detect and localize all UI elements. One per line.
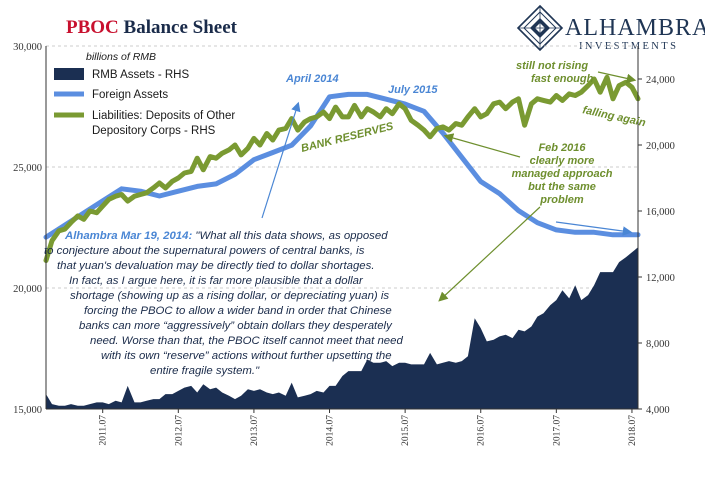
arrow-feb-2016-lower [438, 206, 541, 302]
arrow-feb-2016-upper [443, 133, 521, 158]
arrow-april-2014 [261, 101, 301, 219]
quote-line: entire fragile system." [150, 365, 260, 377]
arrow-not-rising [597, 71, 637, 84]
x-tick-label: 2017.07 [552, 415, 562, 446]
brand-logo: ALHAMBRA INVESTMENTS [516, 4, 705, 52]
legend: billions of RMB RMB Assets - RHS Foreign… [54, 51, 235, 137]
brand-sub: INVESTMENTS [579, 41, 678, 52]
y-left-tick-label: 30,000 [13, 42, 42, 53]
y-right-tick-label: 4,000 [646, 405, 670, 416]
x-tick-label: 2014.07 [326, 415, 336, 446]
quote-line: to conjecture about the supernatural pow… [44, 245, 365, 257]
series-area-rmb-assets [46, 247, 638, 409]
legend-label-foreign-assets: Foreign Assets [92, 89, 168, 101]
y-right-tick-label: 24,000 [646, 75, 675, 86]
annotation-falling-again: falling again [581, 104, 647, 129]
quote-line: that yuan's devaluation may be directly … [57, 260, 375, 272]
x-tick-label: 2018.07 [628, 415, 638, 446]
legend-label-deposits-line2: Depository Corps - RHS [92, 125, 216, 137]
annotation-feb2016-line: problem [539, 194, 584, 206]
quote-line: shortage (showing up as a rising dollar,… [70, 290, 389, 302]
annotation-april-2014: April 2014 [285, 73, 339, 85]
arrow-foreign-assets-end [555, 221, 633, 236]
quote-block: Alhambra Mar 19, 2014: "What all this da… [44, 230, 403, 377]
annotation-feb2016-line: but the same [528, 181, 596, 193]
quote-line: In fact, as I argue here, it is far more… [69, 275, 364, 287]
legend-label-deposits-line1: Liabilities: Deposits of Other [92, 110, 235, 122]
quote-lead: Alhambra Mar 19, 2014: [64, 230, 192, 242]
series-line-deposits [43, 74, 641, 263]
annotation-not-rising-line2: fast enough [531, 73, 594, 85]
brand-emblem-icon [516, 4, 564, 52]
x-tick-label: 2016.07 [477, 415, 487, 446]
legend-swatch-rmb-assets [54, 68, 84, 80]
annotation-bank-reserves: BANK RESERVES [300, 120, 395, 155]
y-left-tick-label: 25,000 [13, 163, 42, 174]
rmb-assets-area-layer [46, 247, 638, 409]
quote-line: forcing the PBOC to allow a wider band i… [84, 305, 392, 317]
quote-line: banks can more “aggressively” obtain dol… [79, 320, 393, 332]
chart-title: PBOC Balance Sheet [66, 17, 238, 38]
annotation-feb2016-line: clearly more [530, 155, 595, 167]
series-lines-layer [43, 74, 641, 263]
y-right-tick-label: 16,000 [646, 207, 675, 218]
legend-label-rmb-assets: RMB Assets - RHS [92, 69, 189, 81]
annotation-feb-2016: Feb 2016 clearly more managed approach b… [512, 142, 613, 206]
axes: 15,000 20,000 25,000 30,000 4,000 8,000 12,000… [13, 42, 675, 446]
x-tick-label: 2013.07 [250, 415, 260, 446]
x-tick-label: 2015.07 [401, 415, 411, 446]
brand-name: ALHAMBRA [565, 15, 705, 41]
units-label: billions of RMB [86, 51, 156, 63]
annotation-feb2016-line: managed approach [512, 168, 613, 180]
chart-title-part1: PBOC [66, 17, 119, 38]
quote-first-rest: "What all this data shows, as opposed [192, 230, 388, 242]
quote-line: with its own “reserve” actions without f… [101, 350, 392, 362]
annotation-not-rising-line1: still not rising [516, 60, 588, 72]
quote-line: need. Worse than that, the PBOC itself c… [90, 335, 403, 347]
x-tick-label: 2012.07 [174, 415, 184, 446]
x-tick-label: 2011.07 [99, 415, 109, 446]
y-right-tick-label: 8,000 [646, 339, 670, 350]
chart-title-part2: Balance Sheet [119, 17, 238, 38]
y-left-tick-label: 20,000 [13, 284, 42, 295]
y-right-tick-label: 12,000 [646, 273, 675, 284]
y-right-tick-label: 20,000 [646, 141, 675, 152]
annotation-feb2016-line: Feb 2016 [538, 142, 586, 154]
annotation-july-2015: July 2015 [388, 84, 438, 96]
quote-line: Alhambra Mar 19, 2014: "What all this da… [64, 230, 388, 242]
y-left-tick-label: 15,000 [13, 405, 42, 416]
